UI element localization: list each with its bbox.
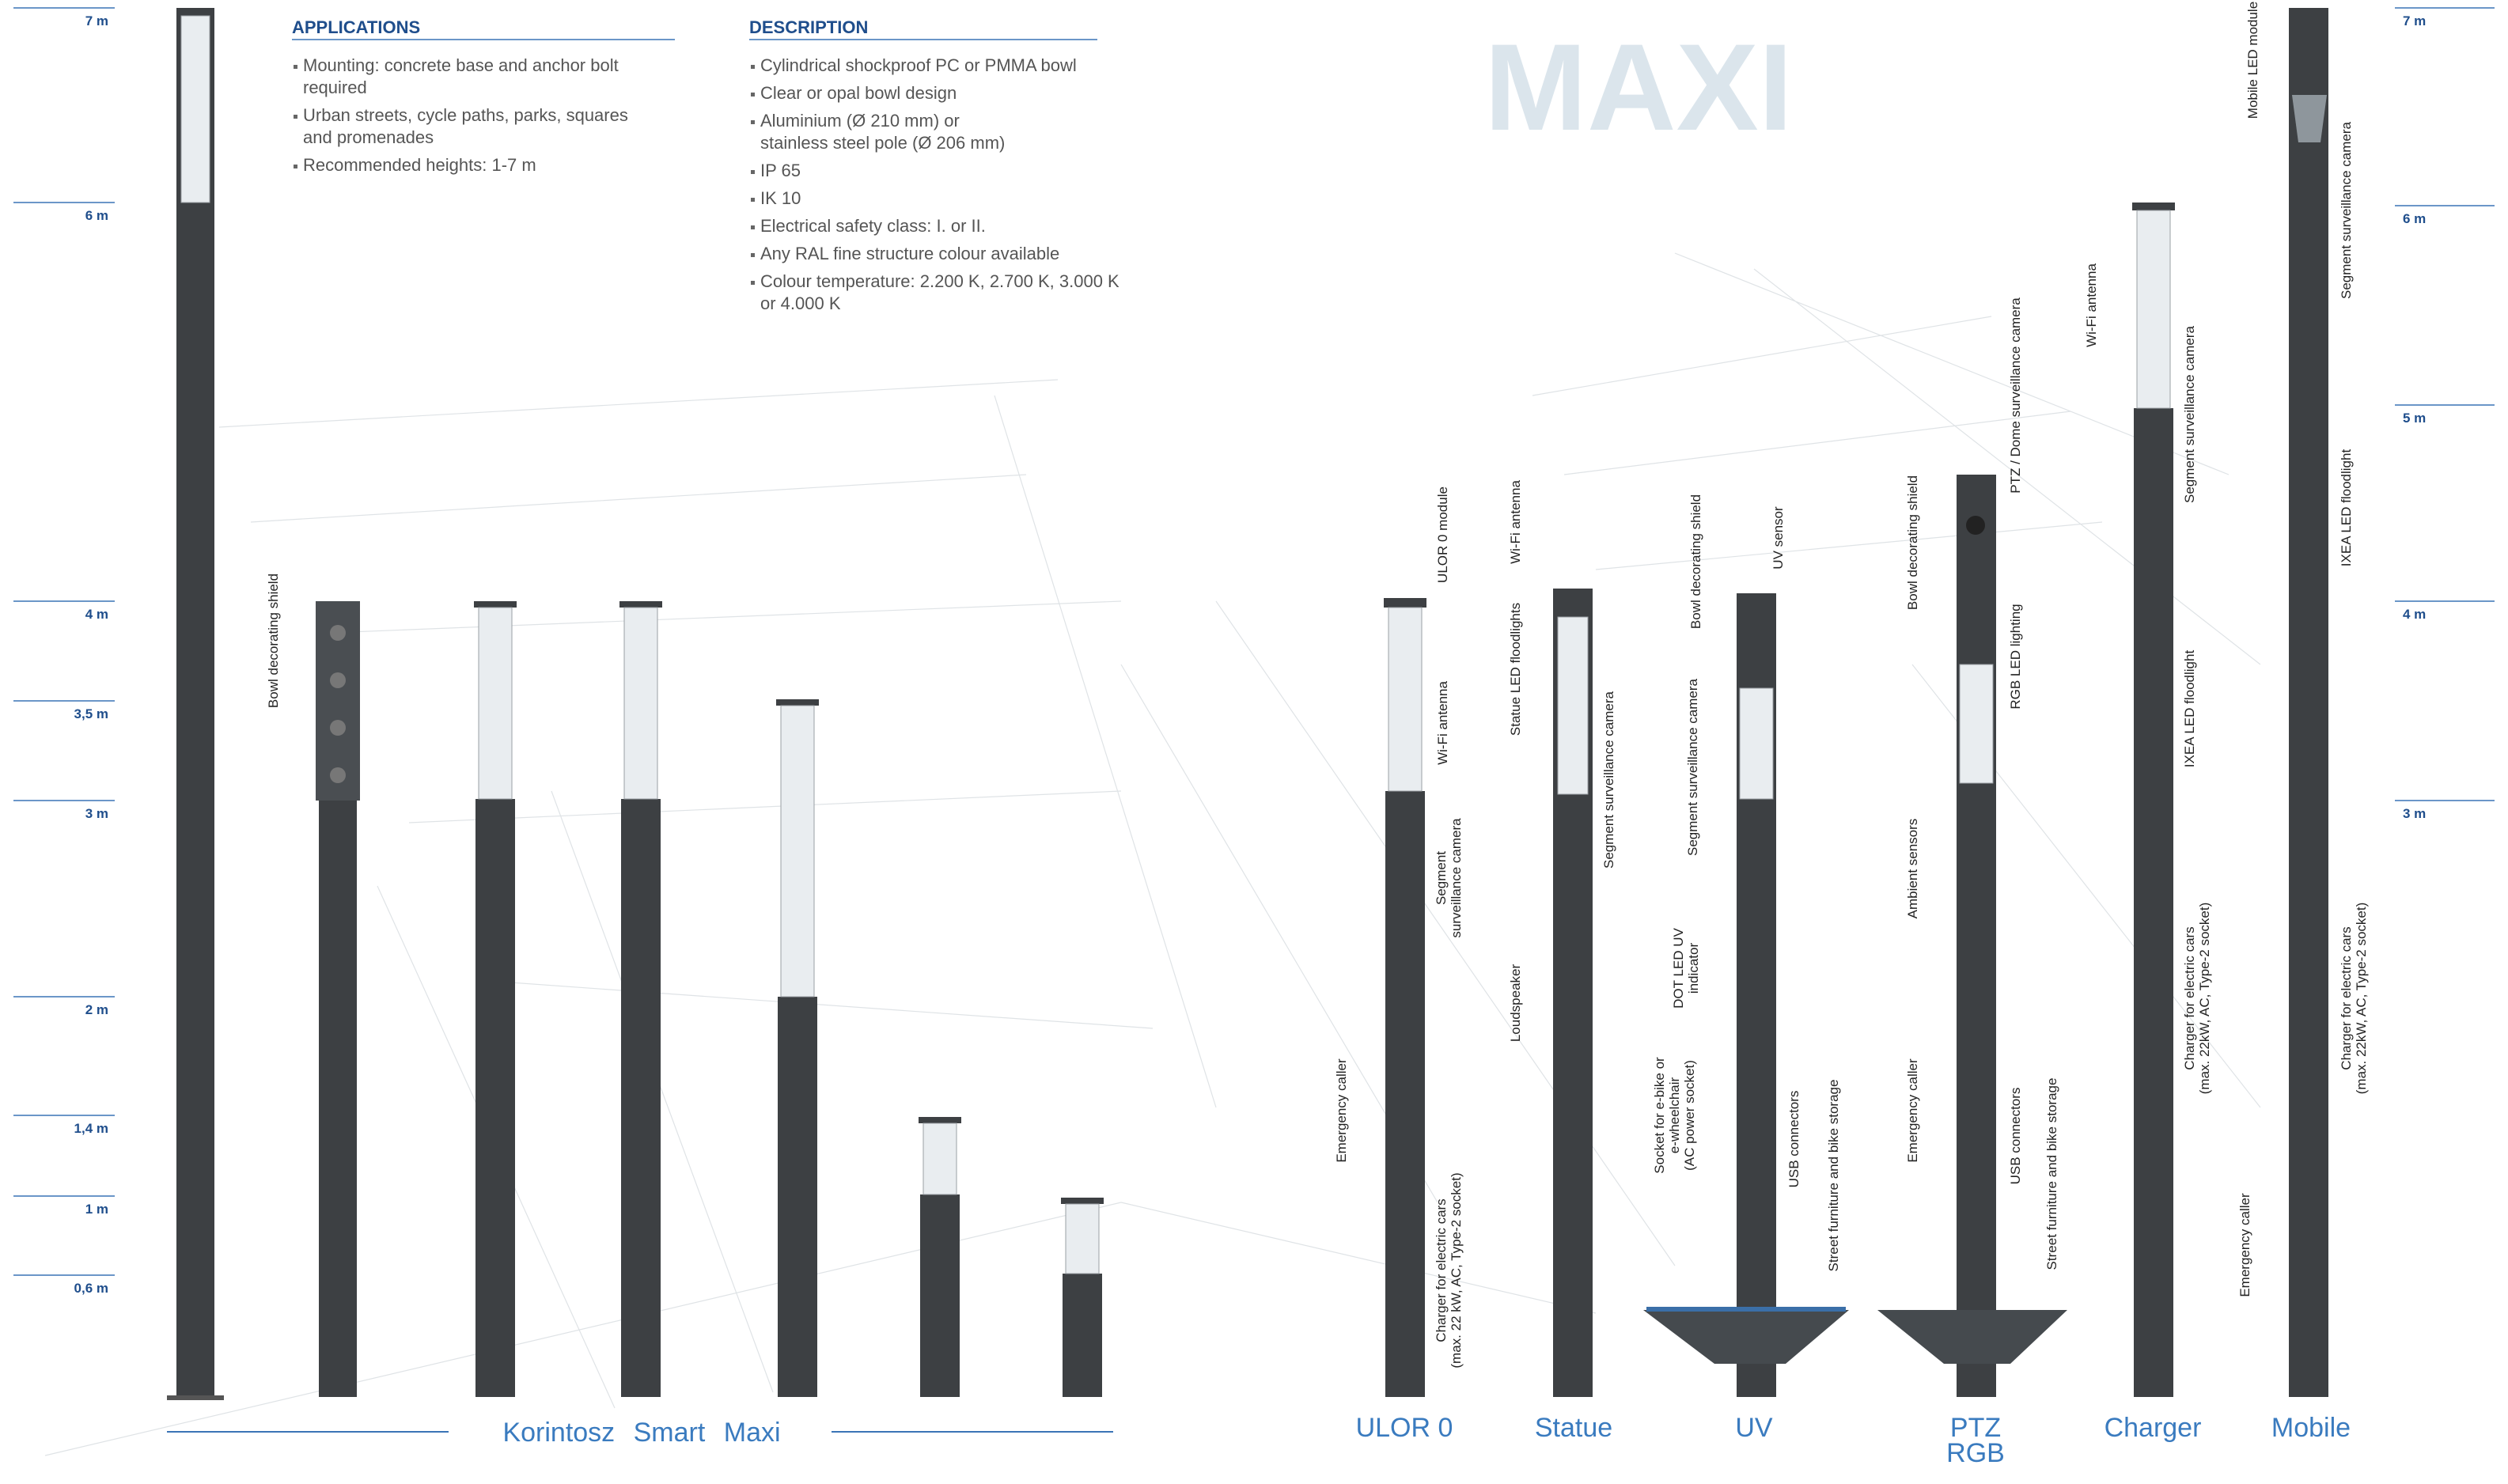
annotation: Loudspeaker <box>1508 964 1523 1043</box>
annotation: (AC power socket) <box>1682 1060 1697 1171</box>
brand: MAXI <box>1484 19 1793 157</box>
annotation: (max. 22kW, AC, Type-2 socket) <box>2197 903 2212 1095</box>
annotation: ULOR 0 module <box>1435 486 1450 583</box>
list-item: Aluminium (Ø 210 mm) or <box>760 111 960 131</box>
scale-label: 0,6 m <box>74 1281 108 1296</box>
annotation: Mobile LED module <box>2245 2 2260 119</box>
annotation: Segment surveillance camera <box>2182 325 2197 502</box>
list-item: IP 65 <box>760 161 801 180</box>
bullet <box>751 253 755 257</box>
annotation: Charger for electric cars <box>2339 926 2354 1069</box>
scale-label: 6 m <box>2403 211 2426 226</box>
list-item: Any RAL fine structure colour available <box>760 244 1059 263</box>
list-item: required <box>303 78 367 97</box>
scale-label: 7 m <box>85 13 108 28</box>
scale-label: 4 m <box>85 607 108 622</box>
product-name: ULOR 0 <box>1356 1413 1453 1443</box>
scale-label: 7 m <box>2403 13 2426 28</box>
scale-label: 3 m <box>85 806 108 821</box>
list-item: and promenades <box>303 127 434 147</box>
product-name: RGB <box>1946 1438 2005 1468</box>
bullet <box>751 225 755 229</box>
annotation: Segment surveillance camera <box>2339 121 2354 298</box>
list-item: Clear or opal bowl design <box>760 83 957 103</box>
annotation: surveillance camera <box>1449 818 1464 938</box>
annotation: Wi-Fi antenna <box>2084 263 2099 347</box>
annotation: Bowl decorating shield <box>1688 494 1703 629</box>
annotation: Emergency caller <box>1334 1058 1349 1163</box>
bullet <box>751 120 755 124</box>
product-name: Mobile <box>2271 1413 2351 1443</box>
annotation: Bowl decorating shield <box>266 574 281 708</box>
annotation: USB connectors <box>2008 1088 2023 1185</box>
product-name: PTZ <box>1950 1413 2001 1443</box>
annotation: USB connectors <box>1786 1091 1801 1188</box>
annotation: Charger for electric cars <box>1434 1198 1449 1342</box>
list-item: Recommended heights: 1-7 m <box>303 155 536 175</box>
scale-label: 1,4 m <box>74 1121 108 1136</box>
annotation: Emergency caller <box>2237 1193 2252 1297</box>
product-name: UV <box>1735 1413 1773 1443</box>
bullet <box>751 65 755 69</box>
annotation: indicator <box>1686 943 1701 994</box>
list-item: Cylindrical shockproof PC or PMMA bowl <box>760 55 1077 75</box>
scale-label: 4 m <box>2403 607 2426 622</box>
poles <box>167 8 2328 1400</box>
annotation: PTZ / Dome surveillance camera <box>2008 297 2023 494</box>
annotation: Street furniture and bike storage <box>1826 1080 1841 1272</box>
annotation: Statue LED floodlights <box>1508 603 1523 736</box>
annotation: Wi-Fi antenna <box>1435 681 1450 765</box>
bullet <box>294 165 297 168</box>
annotation: UV sensor <box>1771 506 1786 570</box>
list-item: Colour temperature: 2.200 K, 2.700 K, 3.… <box>760 271 1120 291</box>
bullet <box>294 115 297 119</box>
list-item: IK 10 <box>760 188 801 208</box>
bullet <box>751 93 755 97</box>
background-sketch <box>44 252 2261 1456</box>
product-name: Statue <box>1535 1413 1612 1443</box>
scale-label: 1 m <box>85 1202 108 1217</box>
section-title: APPLICATIONS <box>292 17 420 37</box>
annotation: (max. 22kW, AC, Type-2 socket) <box>2354 903 2369 1095</box>
list-item: or 4.000 K <box>760 293 841 313</box>
annotation: (max. 22 kW, AC, Type-2 socket) <box>1449 1172 1464 1368</box>
bullet <box>751 198 755 202</box>
list-item: Mounting: concrete base and anchor bolt <box>303 55 619 75</box>
scale-label: 2 m <box>85 1002 108 1017</box>
section-title: DESCRIPTION <box>749 17 868 37</box>
product-name: Charger <box>2105 1413 2202 1443</box>
scale-label: 5 m <box>2403 411 2426 426</box>
scale-label: 3,5 m <box>74 706 108 721</box>
annotation: IXEA LED floodlight <box>2339 449 2354 567</box>
bullet <box>751 170 755 174</box>
annotation: e-wheelchair <box>1667 1077 1682 1153</box>
list-item: Urban streets, cycle paths, parks, squar… <box>303 105 628 125</box>
scale-label: 6 m <box>85 208 108 223</box>
annotation: Emergency caller <box>1905 1058 1920 1163</box>
series-title: Korintosz Smart Maxi <box>502 1418 780 1448</box>
annotation: Socket for e-bike or <box>1652 1057 1667 1174</box>
bullet <box>751 281 755 285</box>
annotation: Charger for electric cars <box>2182 926 2197 1069</box>
annotation: IXEA LED floodlight <box>2182 650 2197 768</box>
annotation: RGB LED lighting <box>2008 604 2023 709</box>
annotation: Segment surveillance camera <box>1685 678 1700 855</box>
annotation: Wi-Fi antenna <box>1508 480 1523 564</box>
bullet <box>294 65 297 69</box>
list-item: Electrical safety class: I. or II. <box>760 216 986 236</box>
annotation: Segment surveillance camera <box>1601 691 1616 868</box>
annotation: Ambient sensors <box>1905 819 1920 919</box>
scale-label: 3 m <box>2403 806 2426 821</box>
annotation: Street furniture and bike storage <box>2044 1078 2059 1270</box>
annotation: DOT LED UV <box>1671 927 1686 1008</box>
annotation: Bowl decorating shield <box>1905 475 1920 610</box>
list-item: stainless steel pole (Ø 206 mm) <box>760 133 1005 153</box>
annotation: Segment <box>1434 851 1449 905</box>
